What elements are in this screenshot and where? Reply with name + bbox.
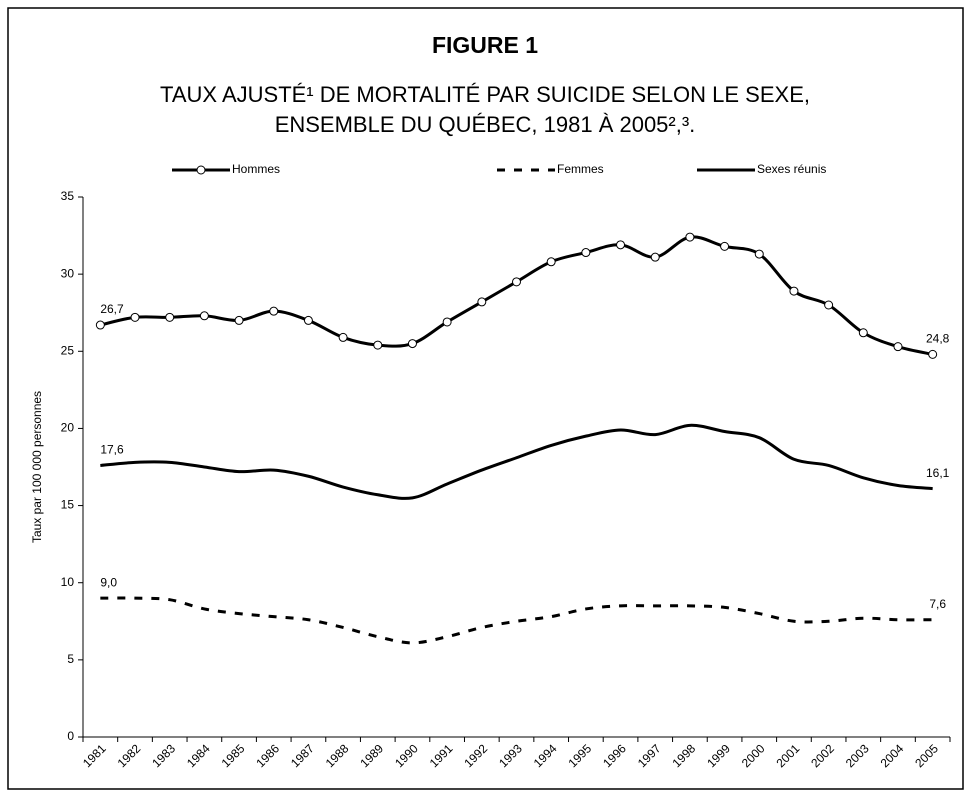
x-tick-label: 1991 [427,741,456,770]
value-label: 16,1 [926,466,950,480]
chart-subtitle: ENSEMBLE DU QUÉBEC, 1981 À 2005²,³. [275,112,696,137]
y-tick-label: 30 [61,266,75,280]
point [754,249,764,259]
point [269,306,279,316]
point [477,297,487,307]
point [95,320,105,330]
x-tick-label: 1983 [149,741,178,770]
x-tick-label: 1990 [392,741,421,770]
point [165,312,175,322]
series-line [100,596,933,645]
y-tick-label: 5 [67,652,74,666]
series-line [100,423,933,500]
x-tick-label: 2002 [808,741,837,770]
x-tick-label: 2001 [774,741,803,770]
point [546,257,556,267]
x-tick-label: 2004 [878,741,907,770]
point [928,349,938,359]
point [130,312,140,322]
value-label: 7,6 [929,597,946,611]
point [234,315,244,325]
x-tick-label: 2003 [843,741,872,770]
point [303,315,313,325]
point [789,286,799,296]
value-label: 17,6 [100,443,124,457]
value-label: 9,0 [100,575,117,589]
x-tick-label: 1982 [115,741,144,770]
x-tick-label: 1981 [80,741,109,770]
x-tick-label: 1999 [704,741,733,770]
value-label: 24,8 [926,332,950,346]
x-tick-label: 1987 [288,741,317,770]
series-line [100,235,933,356]
x-tick-label: 1992 [461,741,490,770]
legend-label: Hommes [232,162,280,176]
x-tick-label: 1996 [600,741,629,770]
y-tick-label: 25 [61,343,75,357]
y-tick-label: 0 [67,729,74,743]
point [685,232,695,242]
point [858,328,868,338]
point [581,248,591,258]
legend-label: Sexes réunis [757,162,826,176]
point [616,240,626,250]
point [442,317,452,327]
x-tick-label: 2000 [739,741,768,770]
x-tick-label: 1998 [669,741,698,770]
y-axis-label: Taux par 100 000 personnes [30,391,44,543]
point [199,311,209,321]
x-tick-label: 1984 [184,741,213,770]
x-tick-label: 2005 [912,741,941,770]
chart-subtitle: TAUX AJUSTÉ¹ DE MORTALITÉ PAR SUICIDE SE… [160,82,810,107]
point [338,332,348,342]
y-tick-label: 35 [61,189,75,203]
x-tick-label: 1993 [496,741,525,770]
legend-label: Femmes [557,162,604,176]
legend-marker [196,165,206,175]
y-tick-label: 15 [61,498,75,512]
point [893,342,903,352]
x-tick-label: 1994 [531,741,560,770]
x-tick-label: 1995 [565,741,594,770]
point [650,252,660,262]
x-tick-label: 1997 [635,741,664,770]
point [720,241,730,251]
point [373,340,383,350]
point [407,339,417,349]
y-tick-label: 20 [61,421,75,435]
chart-title: FIGURE 1 [432,32,538,58]
x-tick-label: 1988 [323,741,352,770]
x-tick-label: 1986 [253,741,282,770]
y-tick-label: 10 [61,575,75,589]
value-label: 26,7 [100,302,124,316]
point [824,300,834,310]
frame [7,7,964,790]
x-tick-label: 1989 [357,741,386,770]
x-tick-label: 1985 [219,741,248,770]
point [512,277,521,287]
